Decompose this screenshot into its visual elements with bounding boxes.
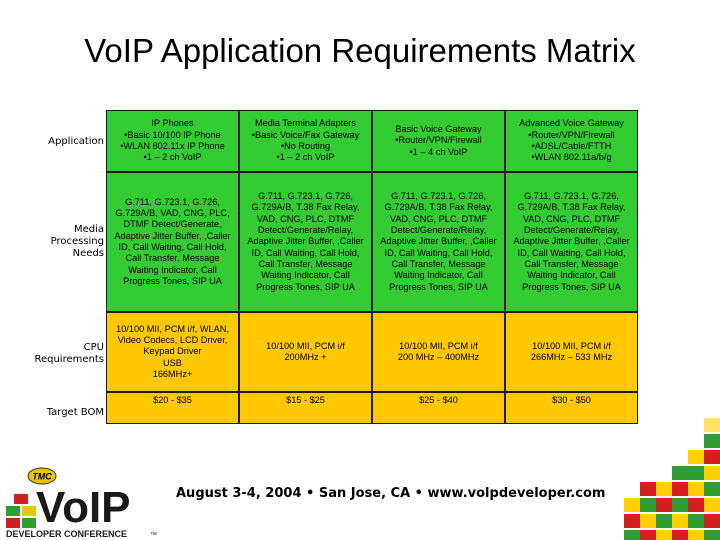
tmc-badge-icon: TMC [27, 467, 57, 485]
voip-conference-logo: TMC VoIP DEVELOPER CONFERENCE ™ [6, 467, 157, 539]
row-label-media-processing: Media Processing Needs [50, 224, 104, 259]
logo-tagline: DEVELOPER CONFERENCE [6, 529, 127, 539]
cell-advanced-gateway-cpu: 10/100 MII, PCM i/f 266MHz – 533 MHz [505, 312, 638, 392]
cell-basic-gateway-cpu: 10/100 MII, PCM i/f 200 MHz – 400MHz [372, 312, 505, 392]
cell-advanced-gateway-media: G.711, G.723.1, G.726, G.729A/B, T.38 Fa… [505, 172, 638, 312]
logo-trademark: ™ [150, 532, 157, 539]
cell-advanced-gateway-bom: $30 - $50 [505, 392, 638, 424]
event-info-footer: August 3-4, 2004 • San Jose, CA • www.vo… [176, 486, 606, 501]
logo-blocks [6, 494, 36, 528]
row-label-cpu: CPU Requirements [34, 342, 104, 365]
page-title: VoIP Application Requirements Matrix [84, 32, 636, 69]
cell-mta-application: Media Terminal Adapters •Basic Voice/Fax… [239, 110, 372, 172]
cell-basic-gateway-media: G.711, G.723.1, G.726, G.729A/B, T.38 Fa… [372, 172, 505, 312]
row-label-application: Application [48, 136, 104, 147]
cell-ip-phones-media: G.711, G.723.1, G.726, G.729A/B, VAD, CN… [106, 172, 239, 312]
cell-mta-media: G.711, G.723.1, G.726, G.729A/B, T.38 Fa… [239, 172, 372, 312]
cell-mta-bom: $15 - $25 [239, 392, 372, 424]
cell-ip-phones-application: IP Phones •Basic 10/100 IP Phone •WLAN 8… [106, 110, 239, 172]
logo-word: VoIP [36, 483, 131, 532]
cell-advanced-gateway-application: Advanced Voice Gateway •Router/VPN/Firew… [505, 110, 638, 172]
logo-badge-text: TMC [32, 472, 52, 482]
cell-basic-gateway-bom: $25 - $40 [372, 392, 505, 424]
cell-mta-cpu: 10/100 MII, PCM i/f 200MHz + [239, 312, 372, 392]
cell-ip-phones-cpu: 10/100 MII, PCM i/f, WLAN, Video Codecs,… [106, 312, 239, 392]
cell-ip-phones-bom: $20 - $35 [106, 392, 239, 424]
decorative-blocks-graphic [624, 418, 720, 540]
row-label-target-bom: Target BOM [46, 407, 104, 418]
cell-basic-gateway-application: Basic Voice Gateway •Router/VPN/Firewall… [372, 110, 505, 172]
